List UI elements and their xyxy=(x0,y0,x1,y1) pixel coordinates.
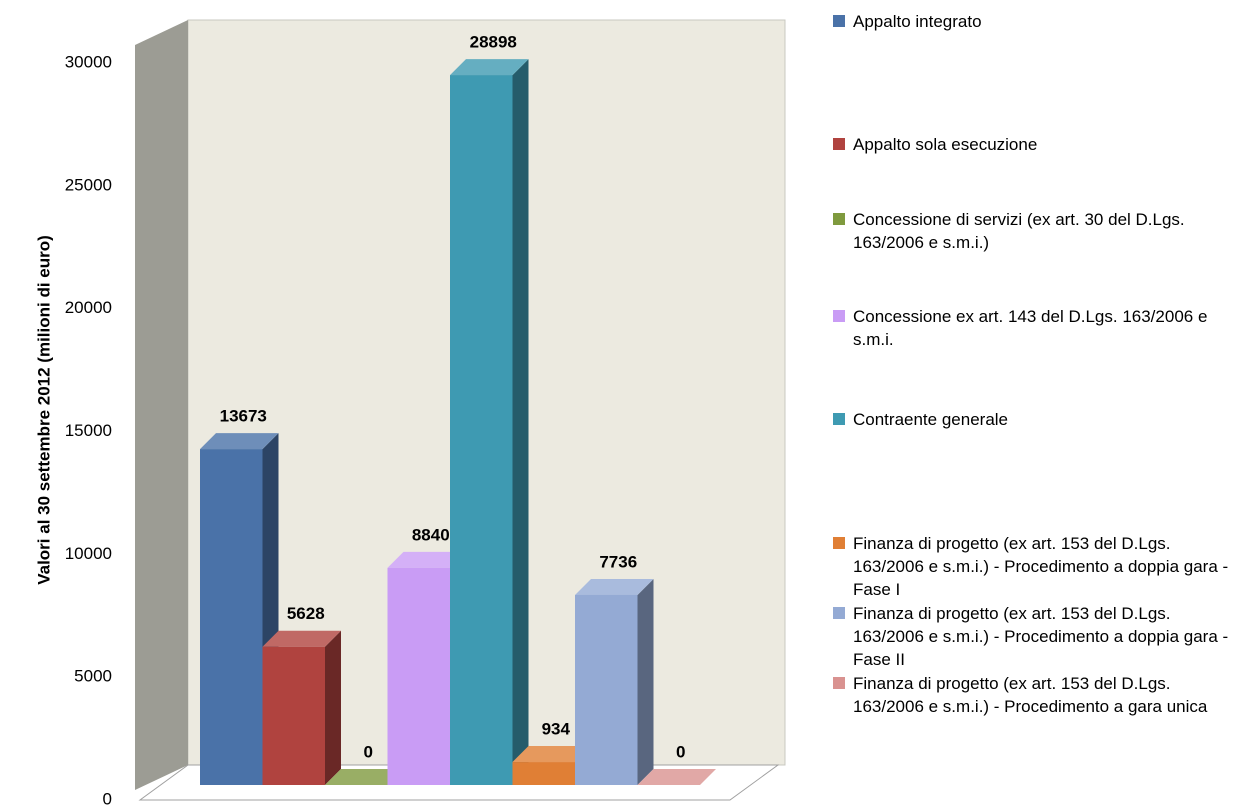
bar xyxy=(387,567,450,785)
legend-item: Finanza di progetto (ex art. 153 del D.L… xyxy=(833,602,1243,671)
legend-swatch xyxy=(833,413,845,425)
legend-item: Contraente generale xyxy=(833,408,1243,431)
legend-label: Finanza di progetto (ex art. 153 del D.L… xyxy=(853,604,1229,669)
legend-item: Concessione di servizi (ex art. 30 del D… xyxy=(833,208,1243,254)
y-tick-label: 25000 xyxy=(65,175,112,194)
value-label: 7736 xyxy=(599,552,637,571)
legend-item: Appalto integrato xyxy=(833,10,1243,33)
bar xyxy=(450,75,513,786)
legend-swatch xyxy=(833,677,845,689)
legend-label: Appalto sola esecuzione xyxy=(853,135,1038,154)
value-label: 5628 xyxy=(287,604,325,623)
legend-label: Finanza di progetto (ex art. 153 del D.L… xyxy=(853,534,1229,599)
bar-top xyxy=(575,578,654,595)
legend-label: Concessione di servizi (ex art. 30 del D… xyxy=(853,210,1185,252)
bar-top xyxy=(512,746,591,763)
bar-top xyxy=(200,433,279,450)
bar-side xyxy=(512,59,529,786)
bar-top xyxy=(450,59,529,76)
y-tick-label: 0 xyxy=(103,789,112,807)
legend-item: Finanza di progetto (ex art. 153 del D.L… xyxy=(833,532,1243,601)
legend-swatch xyxy=(833,607,845,619)
value-label: 0 xyxy=(676,742,685,761)
bar xyxy=(575,594,638,785)
bar-top xyxy=(637,769,716,785)
legend-swatch xyxy=(833,15,845,27)
bar xyxy=(262,646,325,785)
y-tick-label: 5000 xyxy=(74,667,112,686)
bar-top xyxy=(387,551,466,568)
legend-label: Finanza di progetto (ex art. 153 del D.L… xyxy=(853,674,1208,716)
legend-label: Appalto integrato xyxy=(853,12,982,31)
side-wall xyxy=(135,20,188,790)
bar xyxy=(200,449,263,785)
y-tick-label: 20000 xyxy=(65,298,112,317)
value-label: 8840 xyxy=(412,525,450,544)
bar-side xyxy=(325,630,341,785)
value-label: 0 xyxy=(364,742,373,761)
bar-side xyxy=(637,578,654,785)
bar xyxy=(512,762,575,785)
legend-item: Concessione ex art. 143 del D.Lgs. 163/2… xyxy=(833,305,1243,351)
legend-swatch xyxy=(833,537,845,549)
legend-swatch xyxy=(833,310,845,322)
bar-top xyxy=(325,769,404,785)
value-label: 13673 xyxy=(220,407,267,426)
legend-swatch xyxy=(833,213,845,225)
y-axis-title: Valori al 30 settembre 2012 (milioni di … xyxy=(34,235,53,585)
legend-label: Concessione ex art. 143 del D.Lgs. 163/2… xyxy=(853,307,1208,349)
legend-swatch xyxy=(833,138,845,150)
y-tick-label: 30000 xyxy=(65,52,112,71)
y-tick-label: 15000 xyxy=(65,421,112,440)
value-label: 28898 xyxy=(470,33,517,52)
y-tick-label: 10000 xyxy=(65,544,112,563)
bar-top xyxy=(262,630,341,647)
legend-item: Finanza di progetto (ex art. 153 del D.L… xyxy=(833,672,1243,718)
legend-label: Contraente generale xyxy=(853,410,1009,429)
legend-item: Appalto sola esecuzione xyxy=(833,133,1243,156)
value-label: 934 xyxy=(542,720,571,739)
